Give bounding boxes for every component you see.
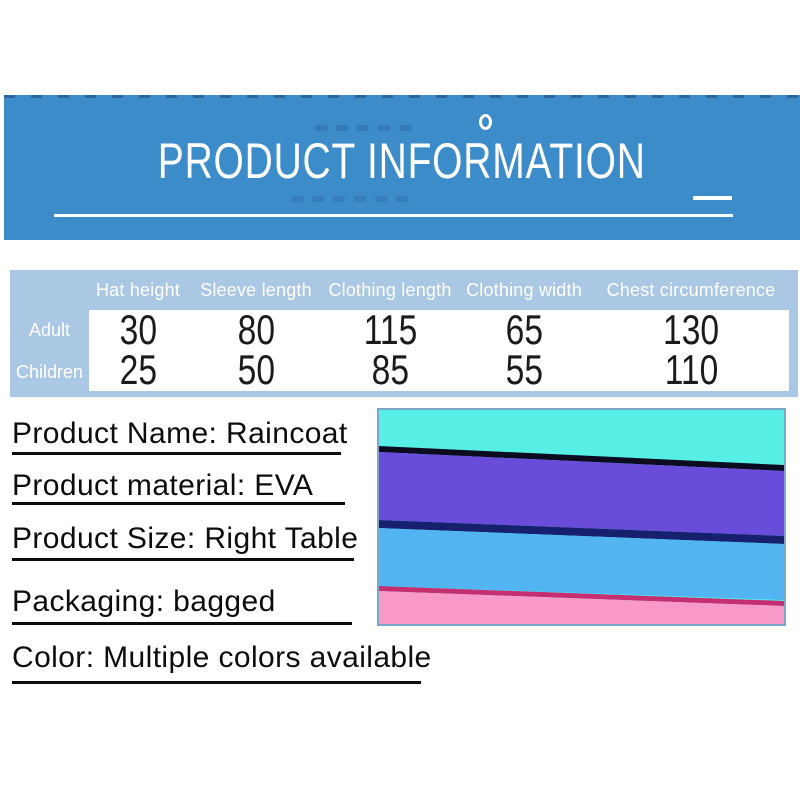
seam-dark (379, 446, 784, 471)
detail-underline (12, 502, 345, 505)
stripe-pink (379, 591, 784, 624)
table-row-adult: 30 80 115 65 130 (89, 306, 789, 353)
table-cell: 130 (662, 306, 720, 353)
column-header-clothing-length: Clothing length (328, 279, 452, 300)
seam-navy (379, 520, 784, 544)
detail-product-material: Product material: EVA (12, 469, 314, 502)
detail-product-size: Product Size: Right Table (12, 522, 359, 555)
watermark-smudge (291, 196, 413, 202)
table-row-children: 25 50 85 55 110 (89, 346, 789, 393)
stripe-blue (379, 528, 784, 600)
row-label-children: Children (15, 361, 84, 382)
stripe-purple (379, 452, 784, 536)
banner: PRODUCT INFORMATION (4, 95, 800, 240)
table-cell: 25 (119, 346, 157, 393)
watermark-smudge (315, 125, 419, 131)
page-title: PRODUCT INFORMATION (158, 133, 646, 189)
size-table-row-labels: Adult Children (10, 310, 89, 393)
table-cell: 30 (119, 306, 157, 353)
column-header-clothing-width: Clothing width (466, 279, 582, 300)
fabric-stripes-graphic (379, 410, 784, 624)
banner-torn-edge (4, 95, 800, 98)
fabric-swatch-image (377, 408, 786, 626)
table-cell: 55 (505, 346, 543, 393)
detail-underline (12, 622, 352, 625)
table-cell: 80 (237, 306, 275, 353)
banner-underline (54, 214, 733, 217)
detail-product-name: Product Name: Raincoat (12, 417, 348, 450)
detail-packaging: Packaging: bagged (12, 585, 276, 618)
row-label-adult: Adult (28, 320, 71, 341)
table-cell: 115 (363, 306, 417, 353)
detail-underline (12, 681, 421, 684)
stripe-cyan (379, 410, 784, 465)
detail-color: Color: Multiple colors available (12, 641, 432, 674)
column-header-hat-height: Hat height (95, 279, 181, 300)
ring-ornament-icon (479, 114, 492, 130)
table-cell: 110 (664, 346, 718, 393)
banner-dash (693, 196, 732, 200)
column-header-sleeve-length: Sleeve length (200, 279, 312, 300)
seam-magenta (379, 586, 784, 606)
size-table-header-row: Hat height Sleeve length Clothing length… (89, 270, 789, 310)
detail-underline (12, 558, 354, 561)
table-cell: 65 (505, 306, 543, 353)
table-cell: 85 (371, 346, 409, 393)
size-table: Hat height Sleeve length Clothing length… (10, 270, 798, 397)
table-cell: 50 (237, 346, 275, 393)
size-table-body: 30 80 115 65 130 25 50 85 55 110 (89, 306, 789, 393)
detail-underline (12, 452, 341, 455)
column-header-chest-circumference: Chest circumference (606, 279, 776, 300)
